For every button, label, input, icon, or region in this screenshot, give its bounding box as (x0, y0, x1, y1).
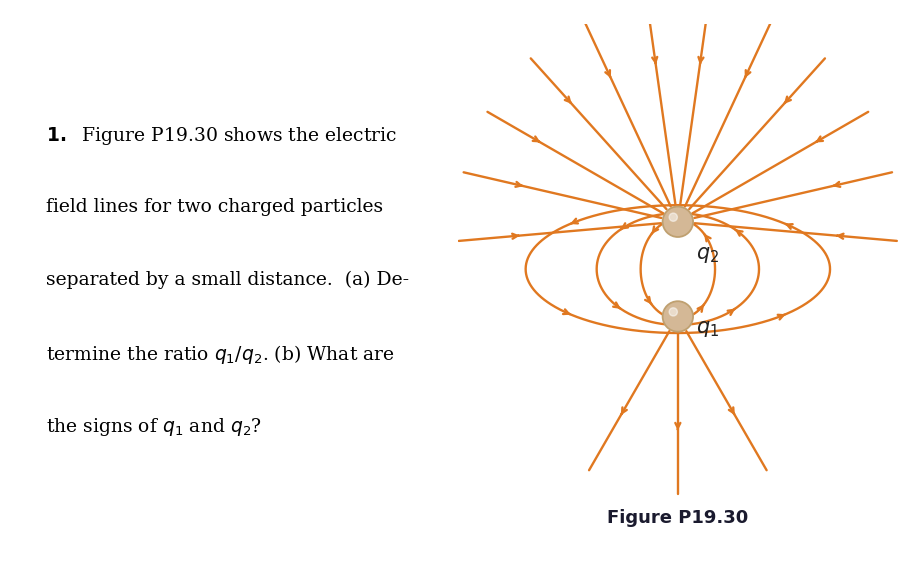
Text: separated by a small distance.  (a) De-: separated by a small distance. (a) De- (46, 270, 409, 289)
Text: $q_1$: $q_1$ (696, 319, 720, 339)
Text: field lines for two charged particles: field lines for two charged particles (46, 198, 383, 216)
Text: the signs of $q_1$ and $q_2$?: the signs of $q_1$ and $q_2$? (46, 416, 262, 438)
Text: termine the ratio $q_1/q_2$. (b) What are: termine the ratio $q_1/q_2$. (b) What ar… (46, 343, 395, 366)
Circle shape (662, 207, 693, 237)
Text: $\mathbf{1.}$  Figure P19.30 shows the electric: $\mathbf{1.}$ Figure P19.30 shows the el… (46, 125, 397, 147)
Circle shape (670, 213, 678, 221)
Circle shape (662, 301, 693, 332)
Text: $q_2$: $q_2$ (696, 245, 720, 265)
Circle shape (670, 308, 678, 316)
Text: Figure P19.30: Figure P19.30 (607, 509, 748, 527)
